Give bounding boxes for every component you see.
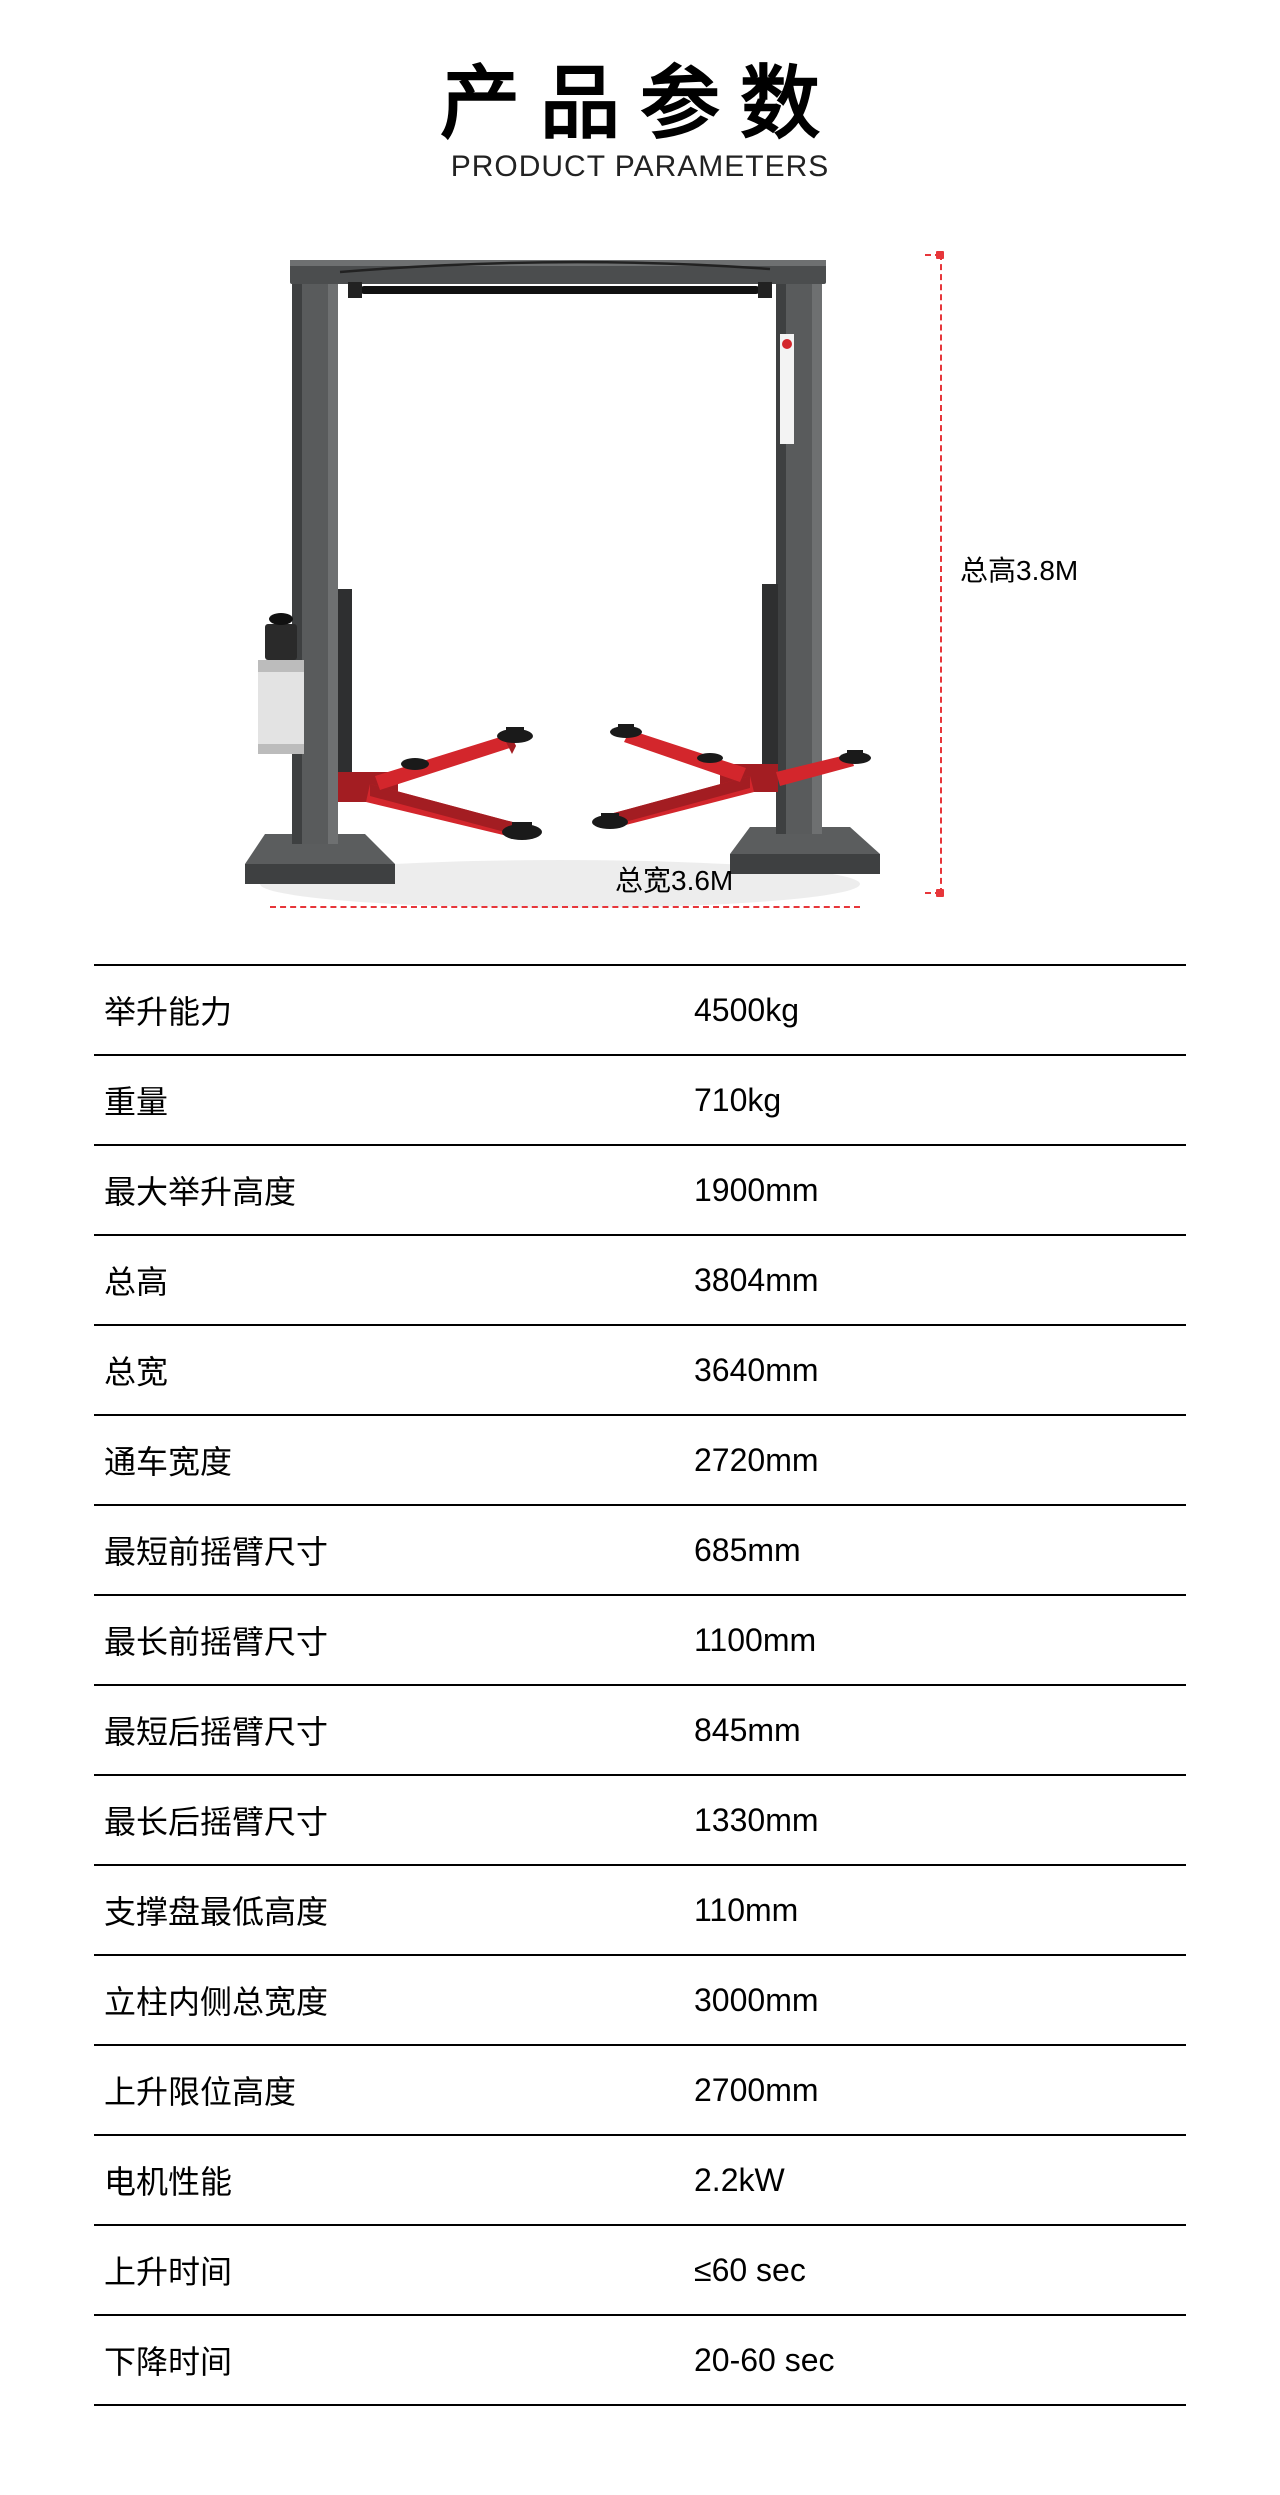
spec-row: 总宽3640mm [94,1326,1186,1416]
spec-row: 最短后摇臂尺寸845mm [94,1686,1186,1776]
page-header: 产品参数 PRODUCT PARAMETERS [0,60,1280,184]
spec-value: 1330mm [694,1802,1186,1839]
spec-label: 最长后摇臂尺寸 [94,1797,694,1843]
spec-label: 最短前摇臂尺寸 [94,1527,694,1573]
spec-row: 支撑盘最低高度110mm [94,1866,1186,1956]
spec-row: 最大举升高度1900mm [94,1146,1186,1236]
spec-value: 3000mm [694,1982,1186,2019]
spec-value: 20-60 sec [694,2342,1186,2379]
spec-label: 立柱内侧总宽度 [94,1977,694,2023]
dimension-label-height: 总高3.8M [960,549,1078,589]
spec-value: 4500kg [694,992,1186,1029]
spec-value: 2.2kW [694,2162,1186,2199]
car-lift-illustration [210,224,910,924]
spec-label: 最大举升高度 [94,1167,694,1213]
spec-value: 710kg [694,1082,1186,1119]
spec-label: 电机性能 [94,2157,694,2203]
spec-row: 立柱内侧总宽度3000mm [94,1956,1186,2046]
spec-row: 最长后摇臂尺寸1330mm [94,1776,1186,1866]
spec-value: ≤60 sec [694,2252,1186,2289]
spec-value: 1900mm [694,1172,1186,1209]
spec-label: 支撑盘最低高度 [94,1887,694,1933]
spec-row: 最长前摇臂尺寸1100mm [94,1596,1186,1686]
spec-row: 举升能力4500kg [94,966,1186,1056]
spec-row: 重量710kg [94,1056,1186,1146]
spec-row: 上升限位高度2700mm [94,2046,1186,2136]
spec-value: 1100mm [694,1622,1186,1659]
spec-label: 最长前摇臂尺寸 [94,1617,694,1663]
spec-label: 举升能力 [94,987,694,1033]
spec-label: 重量 [94,1077,694,1123]
spec-value: 2700mm [694,2072,1186,2109]
spec-row: 电机性能2.2kW [94,2136,1186,2226]
spec-label: 上升限位高度 [94,2067,694,2113]
spec-label: 总宽 [94,1347,694,1393]
spec-row: 通车宽度2720mm [94,1416,1186,1506]
spec-value: 2720mm [694,1442,1186,1479]
spec-label: 上升时间 [94,2247,694,2293]
spec-row: 下降时间20-60 sec [94,2316,1186,2406]
spec-row: 上升时间≤60 sec [94,2226,1186,2316]
spec-label: 总高 [94,1257,694,1303]
spec-value: 3804mm [694,1262,1186,1299]
spec-label: 通车宽度 [94,1437,694,1483]
spec-row: 最短前摇臂尺寸685mm [94,1506,1186,1596]
dimension-line-height [940,254,942,894]
dimension-label-width: 总宽3.6M [615,859,733,899]
spec-value: 845mm [694,1712,1186,1749]
product-diagram: 总高3.8M 总宽3.6M [140,224,1140,954]
spec-row: 总高3804mm [94,1236,1186,1326]
spec-label: 下降时间 [94,2337,694,2383]
spec-label: 最短后摇臂尺寸 [94,1707,694,1753]
title-english: PRODUCT PARAMETERS [0,150,1280,184]
dimension-line-width [270,906,860,908]
spec-value: 110mm [694,1892,1186,1929]
title-chinese: 产品参数 [0,60,1280,148]
spec-value: 3640mm [694,1352,1186,1389]
spec-value: 685mm [694,1532,1186,1569]
spec-table: 举升能力4500kg重量710kg最大举升高度1900mm总高3804mm总宽3… [94,964,1186,2406]
